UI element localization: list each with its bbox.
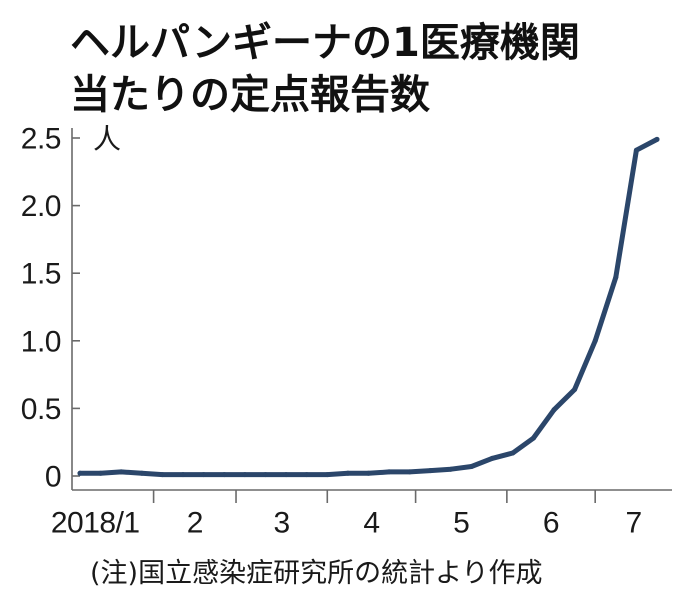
- x-tick-label: 3: [274, 507, 290, 540]
- data-point: [551, 407, 557, 413]
- x-tick-label: 7: [625, 507, 641, 540]
- data-point: [592, 338, 598, 344]
- data-point: [159, 472, 165, 478]
- data-point: [324, 472, 330, 478]
- chart-title-line-1: ヘルパンギーナの1医療機関: [70, 20, 580, 66]
- chart-title: ヘルパンギーナの1医療機関 当たりの定点報告数: [70, 20, 580, 118]
- chart-title-line-2: 当たりの定点報告数: [70, 72, 430, 118]
- data-point: [407, 469, 413, 475]
- y-tick-label: 2.0: [21, 190, 61, 223]
- series-group: [77, 136, 660, 478]
- data-point: [242, 472, 248, 478]
- data-point: [283, 472, 289, 478]
- x-tick-label: 2018/1: [51, 507, 140, 540]
- data-point: [386, 469, 392, 475]
- x-tick-label: 2: [187, 507, 203, 540]
- y-tick-label: 0.5: [21, 393, 61, 426]
- data-point: [469, 464, 474, 469]
- y-tick-label: 0: [45, 461, 61, 494]
- y-tick-label: 1.0: [21, 325, 61, 358]
- y-axis-unit-label: 人: [93, 123, 121, 156]
- x-axis-ticks: 2018/1 2 3 4 5 6 7: [51, 490, 642, 540]
- axes: [71, 128, 672, 491]
- x-tick-label: 6: [543, 507, 559, 540]
- data-point: [139, 470, 145, 476]
- x-tick-label: 5: [453, 507, 469, 540]
- data-point: [304, 472, 310, 478]
- data-point: [345, 470, 351, 476]
- data-point: [427, 468, 433, 474]
- y-axis-ticks: 0 0.5 1.0 1.5 2.0 2.5: [21, 123, 80, 494]
- data-point: [510, 450, 516, 456]
- data-point: [366, 470, 371, 476]
- data-point: [118, 469, 124, 475]
- x-tick-label: 4: [363, 507, 379, 540]
- data-point: [613, 274, 619, 280]
- source-note: (注)国立感染症研究所の統計より作成: [90, 558, 543, 589]
- data-point: [654, 136, 660, 142]
- y-tick-label: 2.5: [21, 123, 61, 156]
- data-point: [633, 147, 639, 153]
- data-point: [221, 472, 227, 478]
- data-point: [530, 435, 536, 441]
- data-point: [572, 387, 578, 392]
- data-point: [489, 455, 495, 461]
- data-point: [98, 470, 104, 476]
- data-point: [263, 472, 268, 478]
- series-line: [77, 136, 660, 478]
- data-point: [77, 470, 83, 476]
- data-point: [201, 472, 207, 478]
- y-tick-label: 1.5: [21, 258, 61, 291]
- data-point: [448, 466, 454, 472]
- data-point: [180, 472, 186, 478]
